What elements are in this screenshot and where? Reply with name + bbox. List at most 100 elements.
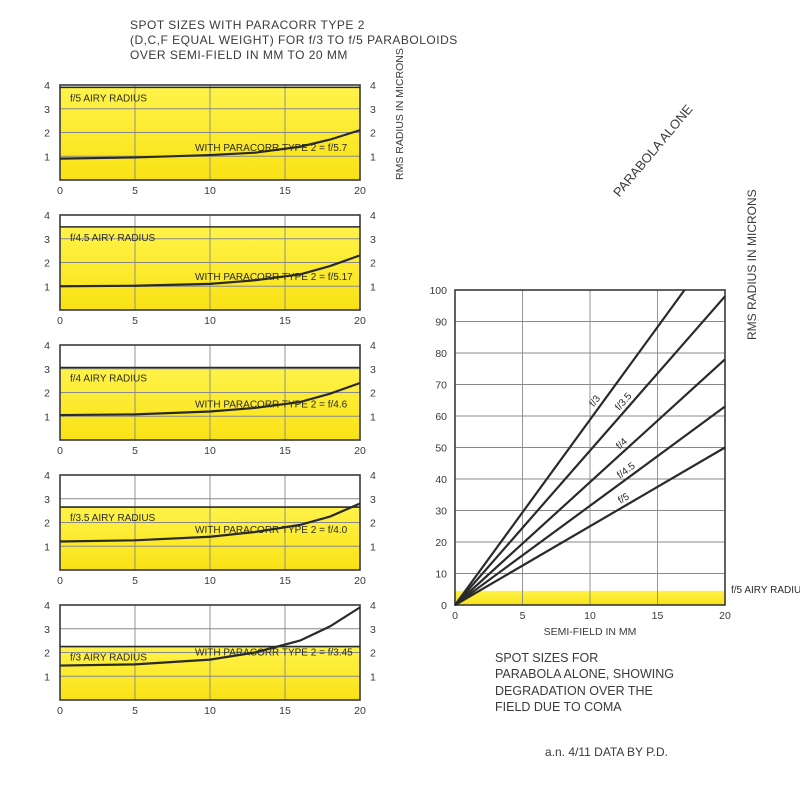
svg-text:0: 0 xyxy=(441,600,447,612)
svg-text:0: 0 xyxy=(452,610,458,622)
svg-text:3: 3 xyxy=(44,624,50,636)
svg-text:90: 90 xyxy=(435,317,447,329)
svg-text:4: 4 xyxy=(44,80,50,92)
svg-text:15: 15 xyxy=(279,705,291,717)
svg-text:3: 3 xyxy=(370,104,376,116)
svg-text:4: 4 xyxy=(44,600,50,612)
svg-text:0: 0 xyxy=(57,315,63,327)
svg-text:20: 20 xyxy=(435,537,447,549)
svg-text:15: 15 xyxy=(279,315,291,327)
svg-text:10: 10 xyxy=(584,610,596,622)
svg-text:10: 10 xyxy=(204,575,216,587)
svg-text:20: 20 xyxy=(354,575,366,587)
svg-text:4: 4 xyxy=(370,340,376,352)
svg-text:1: 1 xyxy=(44,411,50,423)
svg-text:4: 4 xyxy=(44,470,50,482)
svg-text:15: 15 xyxy=(652,610,664,622)
svg-text:5: 5 xyxy=(132,575,138,587)
svg-text:2: 2 xyxy=(44,128,50,140)
svg-text:10: 10 xyxy=(204,185,216,197)
svg-text:1: 1 xyxy=(370,151,376,163)
svg-text:20: 20 xyxy=(719,610,731,622)
airy-label: f/4.5 AIRY RADIUS xyxy=(70,233,156,244)
svg-text:1: 1 xyxy=(370,671,376,683)
svg-text:1: 1 xyxy=(370,541,376,553)
parabola-alone-label: PARABOLA ALONE xyxy=(610,102,696,200)
svg-text:1: 1 xyxy=(44,541,50,553)
small-chart-1: 1122334405101520f/4.5 AIRY RADIUSWITH PA… xyxy=(60,215,360,310)
svg-text:20: 20 xyxy=(354,445,366,457)
svg-text:1: 1 xyxy=(370,411,376,423)
svg-text:80: 80 xyxy=(435,348,447,360)
svg-text:1: 1 xyxy=(44,151,50,163)
svg-text:4: 4 xyxy=(370,600,376,612)
svg-text:50: 50 xyxy=(435,443,447,455)
title-line-3: OVER SEMI-FIELD IN MM TO 20 MM xyxy=(130,48,458,63)
small-chart-4: 1122334405101520f/3 AIRY RADIUSWITH PARA… xyxy=(60,605,360,700)
svg-text:1: 1 xyxy=(44,671,50,683)
airy-label: f/4 AIRY RADIUS xyxy=(70,374,147,385)
svg-text:0: 0 xyxy=(57,575,63,587)
svg-text:4: 4 xyxy=(370,80,376,92)
svg-text:2: 2 xyxy=(370,258,376,270)
credit-line: a.n. 4/11 DATA BY P.D. xyxy=(545,745,668,759)
svg-text:2: 2 xyxy=(44,518,50,530)
svg-text:5: 5 xyxy=(520,610,526,622)
caption-line-3: DEGRADATION OVER THE xyxy=(495,683,745,699)
svg-text:60: 60 xyxy=(435,411,447,423)
svg-text:20: 20 xyxy=(354,315,366,327)
svg-text:2: 2 xyxy=(370,128,376,140)
svg-text:3: 3 xyxy=(370,624,376,636)
svg-text:2: 2 xyxy=(44,258,50,270)
caption-line-1: SPOT SIZES FOR xyxy=(495,650,745,666)
small-chart-2: 1122334405101520f/4 AIRY RADIUSWITH PARA… xyxy=(60,345,360,440)
svg-text:3: 3 xyxy=(44,234,50,246)
svg-text:2: 2 xyxy=(44,648,50,660)
curve-label: WITH PARACORR TYPE 2 = f/3.45 xyxy=(195,648,353,659)
right-chart-xlabel: SEMI-FIELD IN MM xyxy=(544,626,637,638)
svg-text:15: 15 xyxy=(279,575,291,587)
svg-text:3: 3 xyxy=(370,234,376,246)
svg-text:2: 2 xyxy=(370,518,376,530)
curve-label: WITH PARACORR TYPE 2 = f/5.7 xyxy=(195,143,348,154)
svg-text:0: 0 xyxy=(57,445,63,457)
curve-label: WITH PARACORR TYPE 2 = f/4.6 xyxy=(195,400,348,411)
airy-label: f/5 AIRY RADIUS xyxy=(70,93,147,104)
svg-text:2: 2 xyxy=(44,388,50,400)
title-line-2: (D,C,F EQUAL WEIGHT) FOR f/3 TO f/5 PARA… xyxy=(130,33,458,48)
svg-text:20: 20 xyxy=(354,185,366,197)
right-chart-ylabel: RMS RADIUS IN MICRONS xyxy=(745,189,759,340)
right-caption: SPOT SIZES FOR PARABOLA ALONE, SHOWING D… xyxy=(495,650,745,715)
airy-label: f/3.5 AIRY RADIUS xyxy=(70,513,156,524)
svg-text:5: 5 xyxy=(132,705,138,717)
svg-text:10: 10 xyxy=(204,705,216,717)
svg-text:1: 1 xyxy=(370,281,376,293)
svg-text:3: 3 xyxy=(44,104,50,116)
title-line-1: SPOT SIZES WITH PARACORR TYPE 2 xyxy=(130,18,458,33)
svg-text:70: 70 xyxy=(435,380,447,392)
curve-label: WITH PARACORR TYPE 2 = f/5.17 xyxy=(195,272,353,283)
svg-text:4: 4 xyxy=(44,340,50,352)
svg-text:10: 10 xyxy=(435,569,447,581)
right-chart: f/3f/3.5f/4f/4.5f/5f/5 AIRY RADIUS010203… xyxy=(455,290,725,605)
curve-label: WITH PARACORR TYPE 2 = f/4.0 xyxy=(195,525,348,536)
airy-label: f/3 AIRY RADIUS xyxy=(70,653,147,664)
svg-text:40: 40 xyxy=(435,474,447,486)
svg-text:4: 4 xyxy=(44,210,50,222)
svg-text:15: 15 xyxy=(279,185,291,197)
airy-band-label: f/5 AIRY RADIUS xyxy=(731,585,800,596)
svg-text:5: 5 xyxy=(132,315,138,327)
svg-text:5: 5 xyxy=(132,185,138,197)
svg-text:10: 10 xyxy=(204,445,216,457)
svg-text:30: 30 xyxy=(435,506,447,518)
caption-line-2: PARABOLA ALONE, SHOWING xyxy=(495,666,745,682)
svg-text:15: 15 xyxy=(279,445,291,457)
svg-text:2: 2 xyxy=(370,388,376,400)
svg-text:4: 4 xyxy=(370,210,376,222)
page-title: SPOT SIZES WITH PARACORR TYPE 2 (D,C,F E… xyxy=(130,18,458,63)
caption-line-4: FIELD DUE TO COMA xyxy=(495,699,745,715)
svg-text:20: 20 xyxy=(354,705,366,717)
svg-text:4: 4 xyxy=(370,470,376,482)
svg-text:3: 3 xyxy=(44,364,50,376)
svg-text:10: 10 xyxy=(204,315,216,327)
